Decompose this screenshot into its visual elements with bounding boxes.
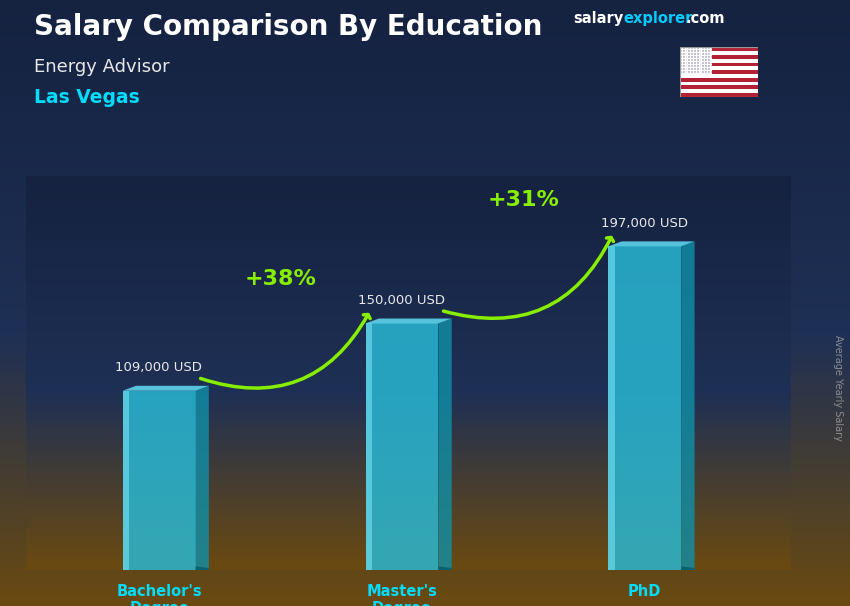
Text: explorer: explorer xyxy=(623,11,693,26)
Bar xyxy=(680,85,758,89)
Text: 109,000 USD: 109,000 USD xyxy=(116,361,202,375)
Text: 150,000 USD: 150,000 USD xyxy=(358,294,445,307)
Text: Las Vegas: Las Vegas xyxy=(34,88,139,107)
Bar xyxy=(680,59,758,62)
Bar xyxy=(680,74,758,78)
Polygon shape xyxy=(609,241,694,246)
Bar xyxy=(680,55,758,59)
Bar xyxy=(680,70,758,74)
Text: +31%: +31% xyxy=(487,190,559,210)
Bar xyxy=(680,82,758,85)
Text: +38%: +38% xyxy=(245,269,316,289)
Bar xyxy=(609,246,681,570)
Text: .com: .com xyxy=(685,11,724,26)
Polygon shape xyxy=(681,567,694,572)
Polygon shape xyxy=(439,567,451,572)
Bar xyxy=(680,47,711,74)
Bar xyxy=(609,246,615,570)
Bar xyxy=(680,89,758,93)
Bar xyxy=(680,51,758,55)
Polygon shape xyxy=(196,567,209,572)
Bar xyxy=(680,47,758,51)
Bar xyxy=(680,67,758,70)
Polygon shape xyxy=(439,319,451,572)
Bar xyxy=(122,391,129,570)
Bar xyxy=(366,324,372,570)
Text: Salary Comparison By Education: Salary Comparison By Education xyxy=(34,13,542,41)
Bar xyxy=(680,62,758,67)
Polygon shape xyxy=(681,241,694,572)
Text: salary: salary xyxy=(574,11,624,26)
Bar xyxy=(366,324,439,570)
Text: Average Yearly Salary: Average Yearly Salary xyxy=(833,335,843,441)
Polygon shape xyxy=(196,386,209,572)
Bar xyxy=(122,391,196,570)
Polygon shape xyxy=(122,386,209,391)
Bar xyxy=(680,78,758,82)
Text: 197,000 USD: 197,000 USD xyxy=(601,217,688,230)
Polygon shape xyxy=(366,319,451,324)
Text: Energy Advisor: Energy Advisor xyxy=(34,58,170,76)
Bar xyxy=(680,93,758,97)
